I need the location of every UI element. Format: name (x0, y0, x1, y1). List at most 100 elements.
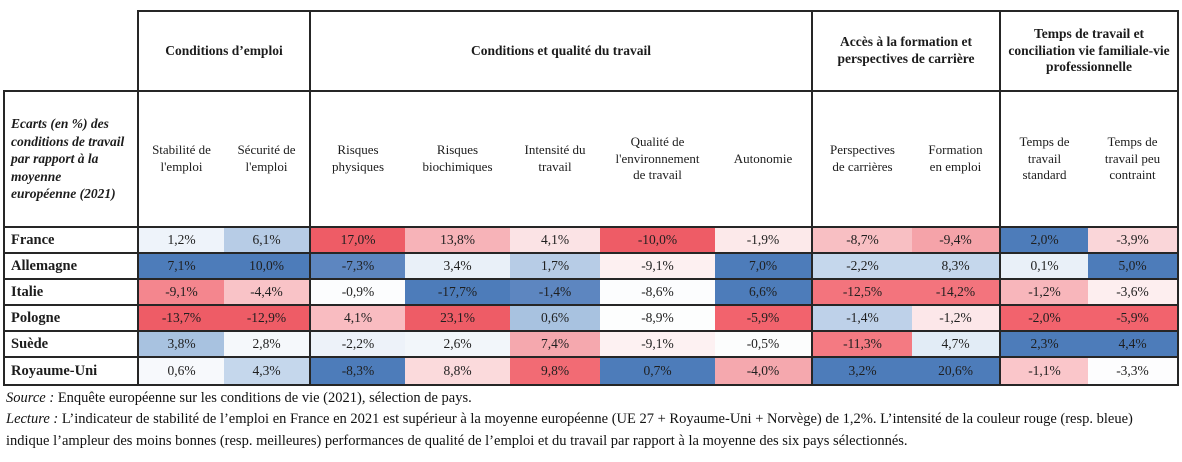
value-cell: -10,0% (600, 226, 715, 254)
group-header-row: Conditions d’emploi Conditions et qualit… (4, 10, 1179, 92)
table-row-france: France 1,2% 6,1% 17,0% 13,8% 4,1% -10,0%… (3, 226, 1179, 254)
value-cell: -8,9% (600, 304, 715, 332)
col-header-perspectives-carrieres: Perspectives de carrières (812, 90, 912, 228)
value-cell: 3,8% (138, 330, 224, 358)
value-cell: -5,9% (1088, 304, 1179, 332)
value-cell: 8,8% (405, 356, 510, 386)
value-cell: 13,8% (405, 226, 510, 254)
value-cell: 10,0% (224, 252, 311, 280)
value-cell: 7,1% (138, 252, 224, 280)
value-cell: 4,1% (510, 226, 600, 254)
value-cell: -3,3% (1088, 356, 1179, 386)
value-cell: 5,0% (1088, 252, 1179, 280)
value-cell: 2,8% (224, 330, 311, 358)
source-note: Source : Enquête européenne sur les cond… (6, 388, 1178, 409)
group-header-temps-travail: Temps de travail et conciliation vie fam… (999, 10, 1179, 92)
work-conditions-table: Conditions d’emploi Conditions et qualit… (3, 10, 1179, 386)
value-cell: -9,1% (138, 278, 224, 306)
table-row-allemagne: Allemagne 7,1% 10,0% -7,3% 3,4% 1,7% -9,… (3, 252, 1179, 280)
value-cell: 1,7% (510, 252, 600, 280)
col-header-intensite-travail: Intensité du travail (510, 90, 600, 228)
value-cell: 4,7% (912, 330, 1001, 358)
value-cell: -14,2% (912, 278, 1001, 306)
col-header-risques-physiques: Risques physiques (310, 90, 405, 228)
value-cell: -3,9% (1088, 226, 1179, 254)
value-cell: 2,6% (405, 330, 510, 358)
value-cell: 7,0% (715, 252, 813, 280)
lecture-text: L’indicateur de stabilité de l’emploi en… (6, 411, 1133, 449)
value-cell: 23,1% (405, 304, 510, 332)
table-row-suede: Suède 3,8% 2,8% -2,2% 2,6% 7,4% -9,1% -0… (3, 330, 1179, 358)
value-cell: -0,9% (310, 278, 405, 306)
value-cell: 0,6% (138, 356, 224, 386)
footnotes: Source : Enquête européenne sur les cond… (6, 388, 1178, 452)
col-header-securite-emploi: Sécurité de l'emploi (224, 90, 311, 228)
value-cell: 6,1% (224, 226, 311, 254)
value-cell: 0,7% (600, 356, 715, 386)
value-cell: 2,3% (1000, 330, 1088, 358)
value-cell: -2,0% (1000, 304, 1088, 332)
value-cell: -8,6% (600, 278, 715, 306)
value-cell: -1,1% (1000, 356, 1088, 386)
value-cell: -8,3% (310, 356, 405, 386)
value-cell: -2,2% (812, 252, 912, 280)
value-cell: -7,3% (310, 252, 405, 280)
value-cell: 4,4% (1088, 330, 1179, 358)
value-cell: 6,6% (715, 278, 813, 306)
group-header-acces-formation: Accès à la formation et perspectives de … (811, 10, 1001, 92)
value-cell: -8,7% (812, 226, 912, 254)
table-row-royaume-uni: Royaume-Uni 0,6% 4,3% -8,3% 8,8% 9,8% 0,… (3, 356, 1179, 386)
col-header-temps-standard: Temps de travail standard (1000, 90, 1088, 228)
value-cell: 20,6% (912, 356, 1001, 386)
country-label: Suède (3, 330, 139, 358)
value-cell: -12,5% (812, 278, 912, 306)
lecture-note: Lecture : L’indicateur de stabilité de l… (6, 409, 1178, 452)
value-cell: -11,3% (812, 330, 912, 358)
value-cell: -1,2% (1000, 278, 1088, 306)
col-header-temps-peu-contraint: Temps de travail peu contraint (1088, 90, 1179, 228)
value-cell: -1,4% (812, 304, 912, 332)
value-cell: 7,4% (510, 330, 600, 358)
value-cell: -9,4% (912, 226, 1001, 254)
value-cell: 17,0% (310, 226, 405, 254)
value-cell: 2,0% (1000, 226, 1088, 254)
country-label: Royaume-Uni (3, 356, 139, 386)
table-row-italie: Italie -9,1% -4,4% -0,9% -17,7% -1,4% -8… (3, 278, 1179, 306)
group-header-conditions-emploi: Conditions d’emploi (137, 10, 311, 92)
value-cell: -5,9% (715, 304, 813, 332)
value-cell: 0,1% (1000, 252, 1088, 280)
value-cell: -13,7% (138, 304, 224, 332)
value-cell: -1,2% (912, 304, 1001, 332)
value-cell: 4,1% (310, 304, 405, 332)
table-row-pologne: Pologne -13,7% -12,9% 4,1% 23,1% 0,6% -8… (3, 304, 1179, 332)
col-header-autonomie: Autonomie (715, 90, 813, 228)
country-label: Italie (3, 278, 139, 306)
value-cell: -4,4% (224, 278, 311, 306)
value-cell: 3,4% (405, 252, 510, 280)
value-cell: -4,0% (715, 356, 813, 386)
column-header-row: Ecarts (en %) des conditions de travail … (3, 90, 1179, 228)
source-label: Source : (6, 390, 55, 406)
col-header-stabilite-emploi: Stabilité de l'emploi (138, 90, 224, 228)
value-cell: 4,3% (224, 356, 311, 386)
country-label: France (3, 226, 139, 254)
group-header-conditions-qualite-travail: Conditions et qualité du travail (309, 10, 813, 92)
value-cell: -2,2% (310, 330, 405, 358)
value-cell: -1,9% (715, 226, 813, 254)
value-cell: 3,2% (812, 356, 912, 386)
value-cell: 8,3% (912, 252, 1001, 280)
source-text: Enquête européenne sur les conditions de… (57, 390, 472, 406)
country-label: Allemagne (3, 252, 139, 280)
value-cell: -9,1% (600, 330, 715, 358)
value-cell: -3,6% (1088, 278, 1179, 306)
value-cell: 0,6% (510, 304, 600, 332)
value-cell: -9,1% (600, 252, 715, 280)
value-cell: -17,7% (405, 278, 510, 306)
country-label: Pologne (3, 304, 139, 332)
value-cell: -12,9% (224, 304, 311, 332)
corner-empty-cell (4, 11, 138, 91)
col-header-formation-emploi: Formation en emploi (912, 90, 1001, 228)
table-caption-cell: Ecarts (en %) des conditions de travail … (3, 90, 139, 228)
col-header-qualite-environnement: Qualité de l'environnement de travail (600, 90, 715, 228)
